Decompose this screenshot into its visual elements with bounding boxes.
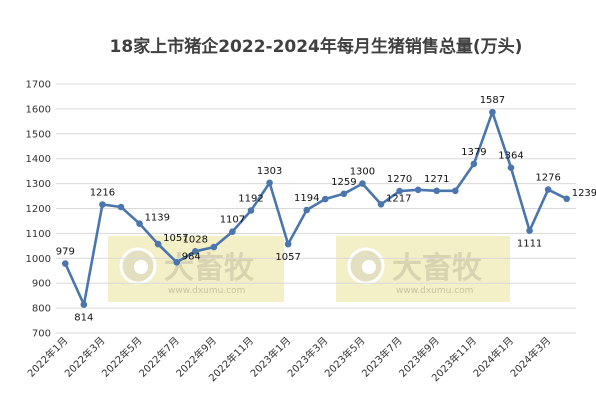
data-label: 1057 — [163, 233, 188, 244]
data-point — [377, 200, 385, 208]
data-label: 1364 — [498, 151, 523, 162]
watermark-brand: 大畜牧 — [392, 251, 483, 286]
data-point — [433, 187, 441, 195]
x-axis-ticks: 2022年1月2022年3月2022年5月2022年7月2022年9月2022年… — [25, 334, 554, 384]
data-point — [359, 180, 366, 187]
data-label: 1587 — [480, 95, 505, 106]
data-point — [117, 203, 125, 211]
data-point — [451, 187, 459, 195]
data-point — [303, 206, 311, 214]
data-point — [544, 186, 552, 193]
data-point — [414, 186, 422, 194]
watermark-logo-eye-icon — [134, 260, 148, 274]
watermark-url: www.dxumu.com — [396, 286, 473, 296]
data-label: 1239 — [572, 188, 596, 199]
data-label: 1217 — [386, 193, 411, 204]
data-point — [229, 228, 236, 235]
y-tick-label: 1000 — [26, 254, 51, 265]
watermark-url: www.dxumu.com — [168, 286, 245, 296]
data-label: 1139 — [145, 213, 170, 224]
data-label: 1028 — [183, 234, 208, 245]
data-point — [526, 227, 533, 234]
data-point — [191, 248, 199, 255]
chart-title: 18家上市猪企2022-2024年每月生猪销售总量(万头) — [110, 36, 523, 57]
data-point — [80, 301, 88, 308]
y-tick-label: 1600 — [26, 104, 51, 115]
data-point — [154, 240, 162, 248]
data-point — [173, 258, 181, 266]
data-label: 1259 — [331, 177, 356, 188]
data-label: 1303 — [257, 166, 282, 177]
data-label: 814 — [74, 313, 93, 324]
y-tick-label: 1200 — [26, 204, 51, 215]
data-label: 1300 — [350, 167, 375, 178]
data-label: 1276 — [535, 173, 560, 184]
y-axis-ticks: 700 800 900 1000 1100 1200 1300 1400 1500 1600 170… — [26, 80, 51, 340]
data-point — [99, 201, 106, 208]
data-label: 1057 — [275, 252, 300, 263]
data-point — [396, 187, 403, 195]
data-point — [563, 195, 571, 203]
data-label: 1216 — [90, 188, 115, 199]
y-tick-label: 1400 — [26, 154, 51, 165]
series-line — [64, 110, 568, 306]
y-tick-label: 700 — [32, 329, 51, 340]
data-point — [266, 179, 273, 187]
data-point — [210, 243, 218, 251]
watermark-logo-eye-icon — [362, 260, 376, 274]
data-point — [284, 240, 292, 248]
data-label: 984 — [182, 251, 201, 262]
data-point — [247, 207, 255, 214]
data-label: 1192 — [238, 193, 263, 204]
data-label: 1379 — [461, 147, 486, 158]
data-point — [507, 164, 515, 171]
data-label: 1111 — [517, 239, 542, 250]
y-tick-label: 800 — [32, 304, 51, 315]
data-labels: 979 814 1216 1139 1057 984 1028 1107 1192 1303 105… — [56, 95, 596, 323]
grid-layer — [56, 83, 576, 334]
data-label: 1270 — [387, 174, 412, 185]
y-tick-label: 1300 — [26, 179, 51, 190]
x-tick-label: 2024年3月 — [507, 334, 553, 380]
y-tick-label: 1500 — [26, 129, 51, 140]
data-label: 1107 — [220, 215, 245, 226]
data-point — [489, 108, 496, 116]
data-point — [340, 190, 348, 198]
watermark-brand: 大畜牧 — [164, 251, 255, 286]
data-point — [61, 260, 69, 267]
y-tick-label: 900 — [32, 279, 51, 290]
data-label: 979 — [56, 247, 75, 258]
y-tick-label: 1700 — [26, 80, 51, 91]
series-layer — [61, 108, 571, 308]
data-point — [136, 220, 143, 227]
data-point — [321, 195, 329, 203]
data-point — [470, 160, 478, 168]
data-label: 1271 — [424, 174, 449, 185]
data-label: 1194 — [294, 193, 319, 204]
y-tick-label: 1100 — [26, 229, 51, 240]
